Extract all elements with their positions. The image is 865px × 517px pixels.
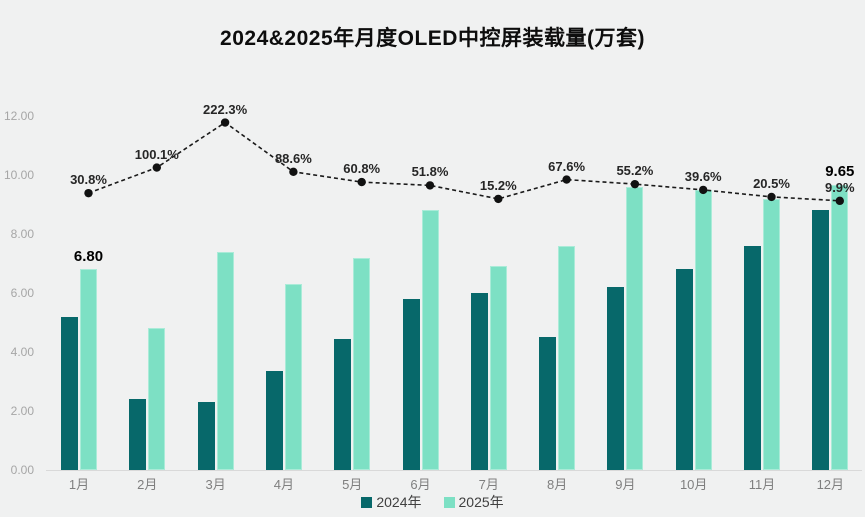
legend-label-2024年: 2024年: [376, 494, 422, 510]
bar-2025年: [284, 284, 302, 470]
bar-2024年: [61, 316, 78, 470]
growth-label: 67.6%: [548, 158, 586, 174]
growth-label: 51.8%: [411, 164, 449, 180]
bar-2024年: [607, 287, 625, 470]
growth-point: [357, 177, 366, 187]
legend-chip-2025年: [443, 496, 455, 508]
growth-point: [152, 163, 161, 172]
chart-title: 2024&2025年月度OLED中控屏装载量(万套): [220, 27, 645, 50]
growth-label: 60.8%: [343, 161, 381, 177]
bar-2025年: [80, 269, 97, 470]
bar-2024年: [197, 402, 215, 470]
bar-2024年: [812, 210, 830, 470]
growth-label: 30.8%: [70, 172, 107, 188]
bar-2024年: [334, 338, 352, 470]
bar-2024年: [744, 245, 761, 470]
y-axis-tick-label: 4.00: [10, 345, 34, 359]
bar-2025年: [216, 251, 234, 470]
x-axis-label: 5月: [342, 477, 363, 492]
y-axis-tick-label: 0.00: [10, 463, 34, 477]
x-axis-label: 6月: [410, 477, 431, 492]
y-axis-tick-label: 2.00: [10, 404, 34, 418]
growth-label: 20.5%: [753, 175, 790, 191]
growth-label: 39.6%: [684, 168, 722, 184]
bar-2024年: [539, 337, 557, 470]
growth-label: 222.3%: [203, 101, 248, 117]
x-axis-label: 9月: [615, 477, 636, 492]
bar-2025年: [421, 210, 439, 470]
value-label: 6.80: [73, 248, 104, 266]
growth-point: [425, 181, 435, 190]
growth-label: 9.9%: [824, 179, 855, 195]
x-axis-label: 8月: [546, 477, 568, 492]
bar-2024年: [129, 399, 147, 470]
x-axis-label: 3月: [205, 477, 226, 492]
growth-point: [220, 118, 230, 127]
x-axis-label: 11月: [748, 477, 776, 492]
y-axis-tick-label: 10.00: [3, 168, 34, 182]
bar-2025年: [694, 189, 712, 470]
growth-point: [494, 194, 503, 204]
growth-point: [562, 175, 571, 184]
x-axis-label: 10月: [679, 477, 708, 492]
bar-2024年: [675, 269, 693, 470]
y-axis-tick-label: 12.00: [3, 109, 34, 123]
bar-2025年: [353, 257, 371, 470]
x-axis-label: 1月: [68, 477, 90, 492]
bar-2025年: [831, 185, 849, 470]
growth-label: 88.6%: [274, 150, 312, 166]
growth-point: [289, 167, 298, 177]
x-axis-label: 2月: [137, 477, 158, 492]
x-axis-label: 7月: [478, 477, 499, 492]
bar-2025年: [626, 186, 644, 470]
growth-label: 55.2%: [616, 163, 654, 179]
growth-point: [84, 188, 93, 198]
bar-2024年: [470, 293, 488, 470]
y-axis-tick-label: 6.00: [10, 286, 34, 300]
bar-2025年: [763, 198, 780, 470]
value-label: 9.65: [825, 162, 855, 180]
growth-label: 15.2%: [479, 177, 517, 193]
legend-item-2024年: 2024年: [361, 492, 422, 512]
bar-2024年: [402, 298, 420, 470]
x-axis-line: [46, 470, 862, 471]
growth-label: 100.1%: [134, 146, 179, 162]
bar-2025年: [148, 328, 166, 470]
bar-2025年: [558, 245, 576, 470]
bar-2024年: [265, 371, 283, 470]
y-axis-tick-label: 8.00: [10, 227, 34, 241]
x-axis-label: 12月: [816, 477, 845, 492]
legend-label-2025年: 2025年: [458, 494, 504, 510]
chart-legend: 2024年 2025年: [0, 492, 865, 512]
legend-chip-2024年: [361, 496, 373, 508]
legend-item-2025年: 2025年: [443, 492, 504, 512]
x-axis-label: 4月: [273, 477, 294, 492]
bar-2025年: [489, 266, 507, 470]
